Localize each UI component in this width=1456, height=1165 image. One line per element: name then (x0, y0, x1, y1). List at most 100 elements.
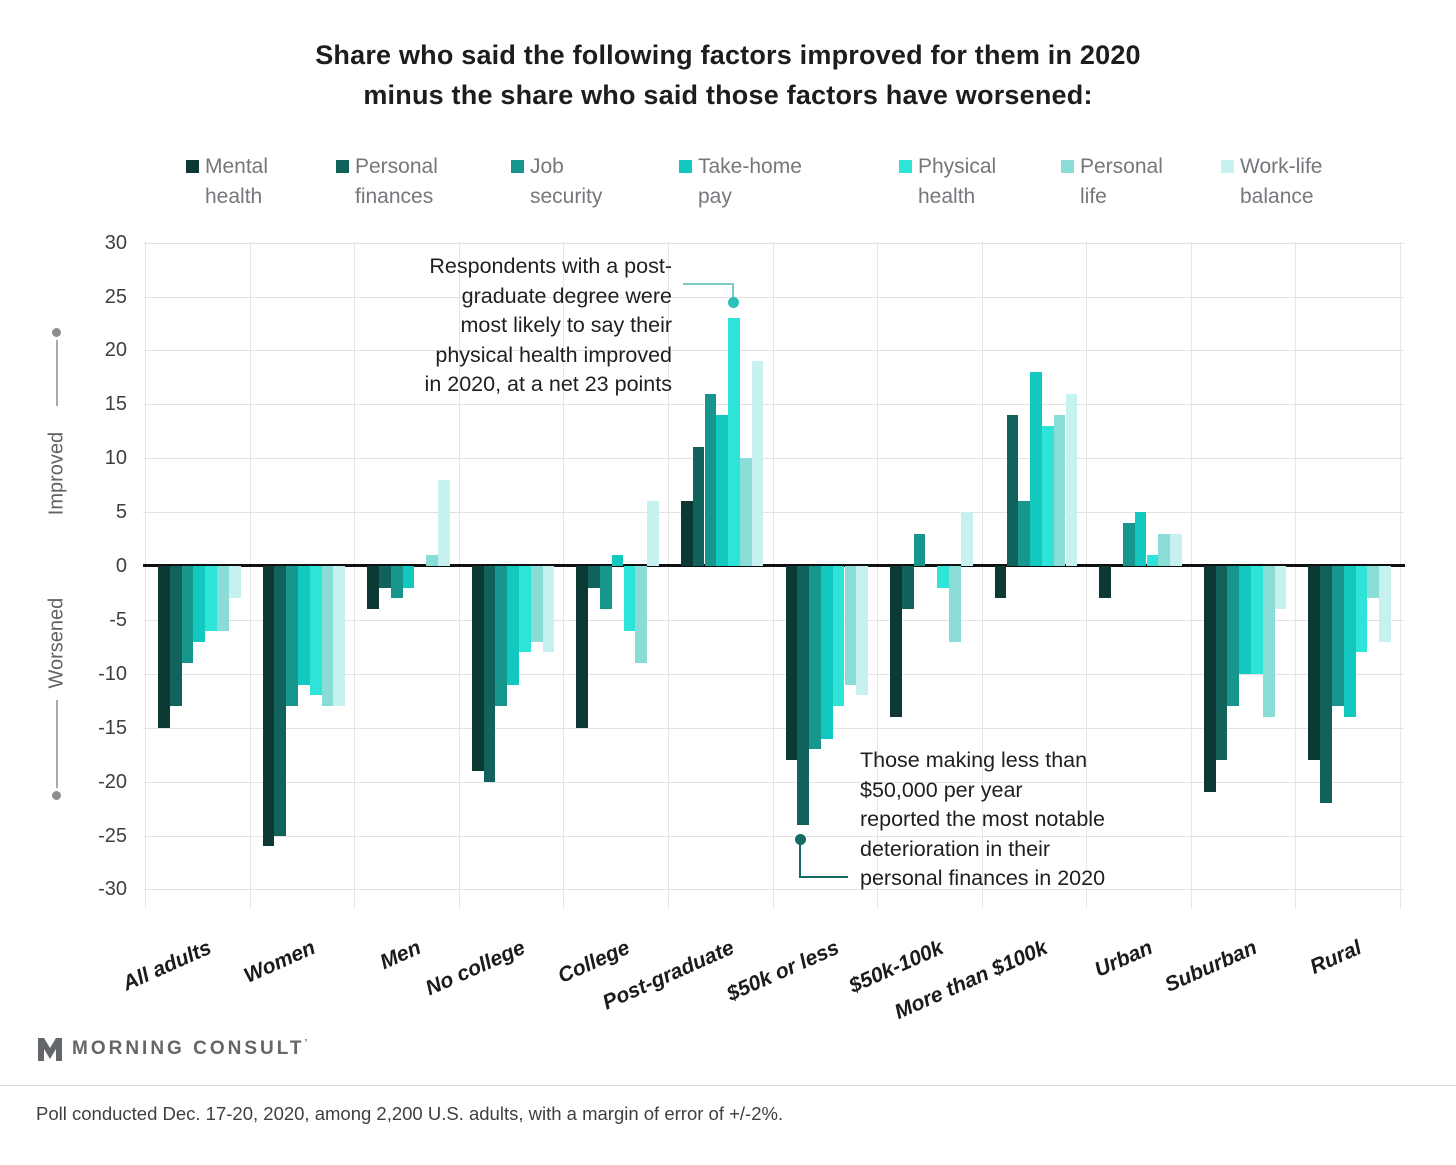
legend-label: Personal finances (355, 155, 438, 208)
bar-mental-health--50k-100k (890, 566, 902, 717)
legend-item-physical-health: Physical health (899, 152, 997, 212)
bar-mental-health-men (367, 566, 379, 610)
legend-swatch-icon (336, 160, 349, 173)
y-axis-tick-label: 20 (104, 339, 127, 362)
legend-item-job-security: Job security (511, 152, 602, 212)
bar-physical-health-post-graduate (728, 318, 740, 566)
bar-personal-life-college (635, 566, 648, 663)
gridline-h (143, 512, 1404, 514)
gridline-v (563, 242, 565, 908)
bar-take-home-pay-women (298, 566, 310, 685)
x-axis-label-no-college: No college (421, 936, 529, 1001)
x-axis-label-urban: Urban (1091, 936, 1156, 982)
bar-physical-health-more-than-100k (1041, 425, 1054, 566)
improved-axis-dot (52, 328, 61, 337)
bar-job-security-more-than-100k (1018, 501, 1031, 566)
gridline-v (1295, 242, 1297, 908)
gridline-v (667, 242, 669, 908)
gridline-v (1086, 242, 1088, 908)
x-axis-label-all-adults: All adults (118, 936, 215, 996)
y-axis-tick-label: 15 (104, 393, 127, 416)
bar-personal-life-rural (1367, 566, 1380, 599)
gridline-h (143, 458, 1404, 460)
annotation-under50k-connector-v (799, 843, 801, 878)
x-axis-label-women: Women (240, 936, 320, 988)
annotation-under50k-connector-h (799, 876, 848, 878)
gridline-v (354, 242, 356, 908)
gridline-v (877, 242, 879, 908)
legend-label: Take-home pay (698, 155, 802, 208)
bar-take-home-pay-all-adults (193, 566, 206, 642)
bar-mental-health-post-graduate (680, 501, 693, 566)
bar-personal-finances-more-than-100k (1006, 415, 1019, 566)
bar-job-security-all-adults (181, 566, 194, 663)
bar-work-life-balance-college (647, 501, 659, 566)
bar-job-security-men (390, 566, 403, 599)
bar-personal-life-women (321, 566, 334, 707)
footer-divider (0, 1085, 1456, 1086)
bar-mental-health-women (262, 566, 275, 847)
bar-take-home-pay-more-than-100k (1030, 372, 1042, 566)
bar-job-security-women (286, 566, 298, 707)
bar-physical-health--50k-100k (937, 566, 950, 588)
annotation-under50k: Those making less than $50,000 per year … (860, 748, 1106, 890)
bar-work-life-balance-more-than-100k (1065, 393, 1078, 566)
improved-axis-line (56, 340, 58, 406)
bar-work-life-balance--50k-100k (960, 512, 973, 566)
bar-job-security--50k-100k (913, 533, 926, 566)
x-axis-label-men: Men (376, 936, 424, 975)
gridline-h (143, 727, 1404, 729)
bar-work-life-balance-no-college (542, 566, 555, 653)
annotation-postgrad-connector-h (683, 283, 734, 285)
y-axis-tick-label: -10 (98, 662, 127, 685)
bar-job-security-college (599, 566, 612, 610)
bar-take-home-pay-urban (1134, 512, 1147, 566)
legend-swatch-icon (1221, 160, 1234, 173)
legend-item-take-home-pay: Take-home pay (679, 152, 802, 212)
bar-personal-life--50k-100k (949, 566, 961, 642)
improved-axis-label: Improved (45, 431, 68, 516)
bar-physical-health-suburban (1251, 566, 1263, 674)
legend-item-personal-finances: Personal finances (336, 152, 438, 212)
gridline-v (772, 242, 774, 908)
legend-swatch-icon (511, 160, 524, 173)
bar-job-security-rural (1332, 566, 1344, 707)
bar-personal-finances-all-adults (169, 566, 182, 707)
bar-physical-health-rural (1355, 566, 1368, 653)
y-axis-tick-label: -15 (98, 716, 127, 739)
bar-personal-finances-college (588, 566, 600, 588)
bar-work-life-balance-post-graduate (751, 361, 764, 566)
x-axis-label-suburban: Suburban (1161, 936, 1261, 997)
bar-take-home-pay-no-college (507, 566, 519, 685)
y-axis-tick-label: 0 (115, 555, 127, 577)
worsened-axis-dot (52, 791, 61, 800)
y-axis-tick-label: -25 (98, 824, 127, 847)
legend-item-work-life-balance: Work-life balance (1221, 152, 1322, 212)
legend-swatch-icon (1061, 160, 1074, 173)
gridline-v (249, 242, 251, 908)
gridline-h (143, 242, 1404, 244)
gridline-v (1400, 242, 1401, 908)
bar-physical-health-all-adults (205, 566, 217, 631)
gridline-h (143, 404, 1404, 406)
poll-methodology-note: Poll conducted Dec. 17-20, 2020, among 2… (36, 1103, 784, 1124)
bar-work-life-balance-urban (1170, 533, 1182, 566)
bar-physical-health--50k-or-less (832, 566, 845, 707)
annotation-postgrad: Respondents with a post- graduate degree… (424, 254, 672, 396)
gridline-h (143, 781, 1404, 783)
bar-personal-life-post-graduate (739, 458, 752, 566)
worsened-axis-label: Worsened (45, 597, 68, 689)
gridline-h (143, 889, 1404, 891)
bar-take-home-pay-rural (1343, 566, 1356, 717)
bar-personal-finances-post-graduate (692, 447, 705, 566)
bar-work-life-balance-women (333, 566, 346, 707)
x-axis-label-college: College (554, 936, 633, 988)
gridline-v (981, 242, 983, 908)
y-axis-tick-label: -30 (98, 878, 127, 901)
bar-mental-health-urban (1099, 566, 1112, 599)
zero-baseline (143, 564, 1405, 567)
bar-personal-life-urban (1158, 533, 1171, 566)
gridline-h (143, 619, 1404, 621)
legend-label: Physical health (918, 155, 997, 208)
bar-personal-life--50k-or-less (844, 566, 857, 685)
